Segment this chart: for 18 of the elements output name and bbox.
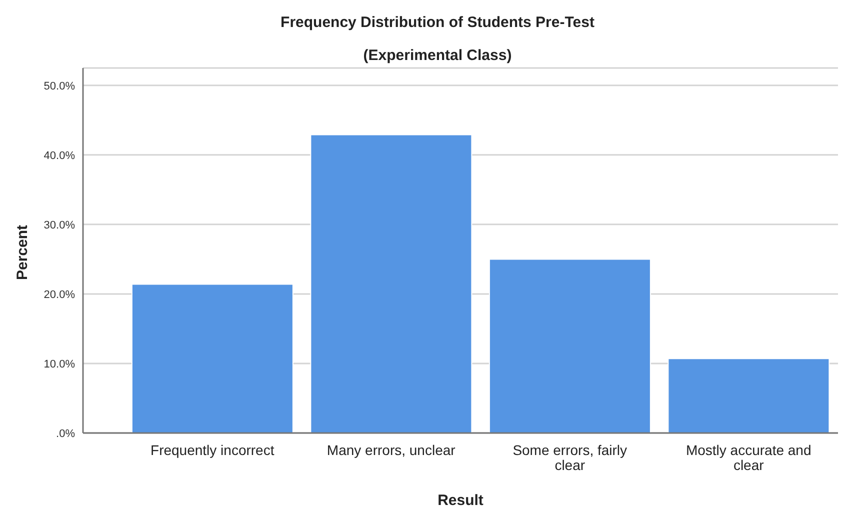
y-tick-label: 10.0% [44, 358, 76, 370]
bar [131, 284, 294, 433]
x-tick-label: Frequently incorrect [150, 442, 274, 458]
x-axis-title: Result [436, 492, 484, 509]
bar [668, 358, 830, 433]
y-tick-label: 50.0% [44, 80, 76, 92]
bar [488, 258, 651, 433]
y-tick-label: 40.0% [44, 150, 76, 162]
y-axis-title: Percent [14, 224, 32, 280]
x-tick-label: Mostly accurate and clear [686, 442, 812, 473]
x-tick-label: Many errors, unclear [326, 442, 456, 458]
chart-title: Frequency Distribution of Students Pre-Test [280, 14, 596, 31]
x-tick-label: Some errors, fairly clear [512, 442, 628, 473]
chart-subtitle: (Experimental Class) [362, 47, 513, 64]
y-tick-label: .0% [56, 428, 76, 440]
y-tick-label: 30.0% [44, 219, 76, 232]
bar [310, 134, 472, 433]
y-tick-label: 20.0% [44, 288, 76, 301]
